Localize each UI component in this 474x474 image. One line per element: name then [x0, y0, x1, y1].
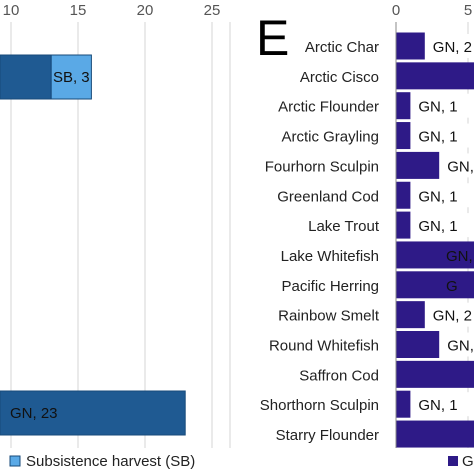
bar	[396, 211, 411, 239]
chart-panel-d: 10 15 20 25 SB, 3 GN, 23 Subsistence harvest (…	[0, 2, 231, 470]
category-label: Saffron Cod	[299, 367, 379, 384]
x-tick-label: 20	[137, 2, 154, 19]
data-label: GN, 2	[433, 39, 472, 56]
data-label: GN,	[446, 248, 473, 265]
bar	[396, 122, 411, 150]
category-label: Rainbow Smelt	[278, 308, 380, 325]
bar-segment-gn	[0, 390, 186, 436]
data-label-box	[441, 332, 474, 357]
x-tick-label: 5	[464, 2, 472, 19]
data-label: GN, 23	[10, 405, 58, 422]
data-label-box	[441, 153, 474, 178]
bar	[396, 92, 411, 120]
chart-panel-e: E 0 5 Arctic Char GN, 2 Arctic Cisco Arctic Fl…	[256, 2, 474, 470]
x-tick-label: 0	[392, 2, 400, 19]
bar	[396, 241, 474, 269]
data-label: GN, 1	[418, 129, 457, 146]
category-label: Greenland Cod	[277, 188, 379, 205]
category-label: Round Whitefish	[269, 338, 379, 355]
data-label: GN,	[447, 158, 474, 175]
bar	[396, 360, 474, 388]
data-label: G	[446, 278, 458, 295]
bar	[396, 301, 425, 329]
bar	[396, 420, 474, 448]
category-label: Arctic Cisco	[300, 69, 379, 86]
bar	[396, 271, 474, 299]
bar	[396, 331, 440, 358]
data-label: GN, 1	[418, 218, 457, 235]
data-label-box	[412, 93, 474, 118]
category-label: Arctic Char	[305, 39, 379, 56]
category-label: Fourhorn Sculpin	[265, 158, 379, 175]
legend-swatch-sb	[9, 455, 21, 467]
category-label: Pacific Herring	[281, 278, 379, 295]
bar-segment-gn	[0, 54, 52, 100]
category-label: Arctic Flounder	[278, 99, 379, 116]
category-label: Lake Trout	[308, 218, 380, 235]
data-label-box	[426, 302, 474, 327]
data-label: GN, 1	[418, 188, 457, 205]
category-label: Lake Whitefish	[281, 248, 379, 265]
category-label: Shorthorn Sculpin	[260, 397, 379, 414]
bar	[396, 32, 425, 60]
x-tick-label: 15	[70, 2, 87, 19]
x-tick-label: 10	[3, 2, 20, 19]
data-label: GN, 1	[418, 397, 457, 414]
x-tick-label: 25	[204, 2, 221, 19]
panel-label: E	[256, 10, 289, 66]
bar	[396, 62, 474, 90]
bar	[396, 390, 411, 418]
category-label: Arctic Grayling	[281, 129, 379, 146]
legend-swatch-gn	[448, 456, 458, 466]
bar	[396, 181, 411, 209]
legend-label: G	[462, 453, 474, 470]
bar-segment-sb	[50, 54, 92, 100]
data-label: SB, 3	[53, 69, 90, 86]
data-label-box	[412, 123, 474, 148]
category-label: Starry Flounder	[276, 427, 379, 444]
data-label-box	[412, 183, 474, 208]
data-label: GN, 1	[418, 99, 457, 116]
data-label-box	[412, 213, 474, 238]
legend-label: Subsistence harvest (SB)	[26, 453, 195, 470]
bar	[396, 151, 440, 179]
data-label-box	[426, 34, 474, 58]
data-label-box	[412, 392, 474, 417]
data-label: GN, 2	[433, 308, 472, 325]
data-label: GN,	[447, 338, 474, 355]
